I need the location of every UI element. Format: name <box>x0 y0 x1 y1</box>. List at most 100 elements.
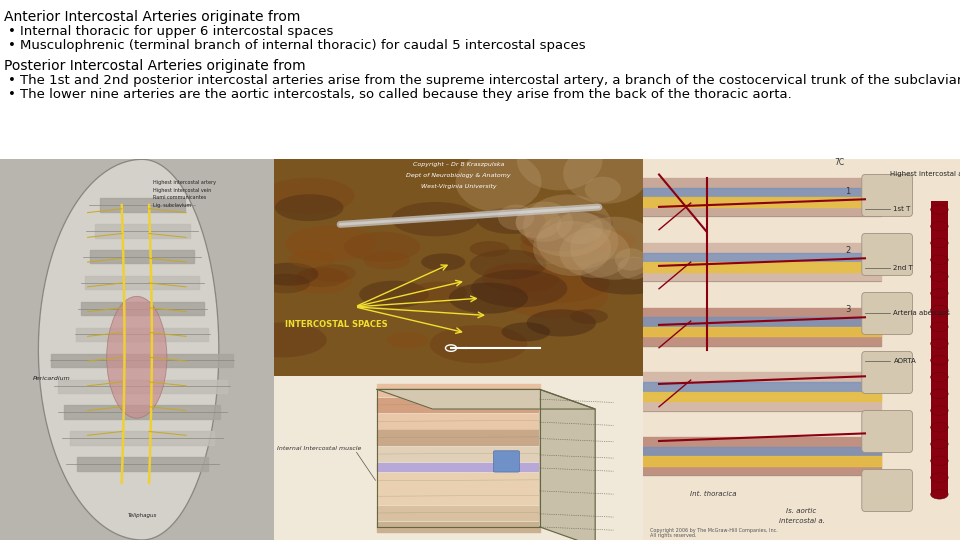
Ellipse shape <box>471 269 567 307</box>
Ellipse shape <box>107 296 167 418</box>
Ellipse shape <box>410 281 467 303</box>
Ellipse shape <box>930 305 948 315</box>
Text: INTERCOSTAL SPACES: INTERCOSTAL SPACES <box>285 320 387 329</box>
Ellipse shape <box>930 372 948 382</box>
Ellipse shape <box>520 225 588 251</box>
Polygon shape <box>540 389 595 540</box>
Ellipse shape <box>930 406 948 415</box>
Text: Arteria aberrans: Arteria aberrans <box>894 310 950 316</box>
FancyBboxPatch shape <box>274 159 643 376</box>
Text: Lig. subclavium: Lig. subclavium <box>154 203 191 208</box>
FancyBboxPatch shape <box>862 293 912 334</box>
Ellipse shape <box>275 194 344 221</box>
Ellipse shape <box>614 248 647 271</box>
FancyBboxPatch shape <box>643 159 960 540</box>
Ellipse shape <box>930 423 948 432</box>
Text: Pericardium: Pericardium <box>33 376 71 381</box>
Ellipse shape <box>392 202 479 236</box>
Text: Highest intercostal vein: Highest intercostal vein <box>154 188 211 193</box>
FancyBboxPatch shape <box>862 410 912 453</box>
Ellipse shape <box>570 309 608 324</box>
Ellipse shape <box>237 322 326 357</box>
Ellipse shape <box>311 264 356 282</box>
Text: AORTA: AORTA <box>894 358 916 364</box>
Ellipse shape <box>930 205 948 214</box>
Text: •: • <box>8 88 16 101</box>
Ellipse shape <box>516 130 603 191</box>
FancyBboxPatch shape <box>274 376 643 540</box>
FancyBboxPatch shape <box>0 159 274 540</box>
Ellipse shape <box>549 211 612 236</box>
Ellipse shape <box>289 250 335 268</box>
Ellipse shape <box>260 274 310 293</box>
Text: 7C: 7C <box>834 158 845 167</box>
Ellipse shape <box>583 230 636 251</box>
Ellipse shape <box>501 322 550 341</box>
Text: Posterior Intercostal Arteries originate from: Posterior Intercostal Arteries originate… <box>4 59 305 73</box>
Ellipse shape <box>262 178 354 214</box>
Text: intercostal a.: intercostal a. <box>779 518 825 524</box>
Ellipse shape <box>560 228 631 278</box>
Ellipse shape <box>448 282 528 314</box>
Text: 1: 1 <box>845 186 851 195</box>
Ellipse shape <box>930 389 948 399</box>
Text: •: • <box>8 39 16 52</box>
Ellipse shape <box>456 152 541 212</box>
Ellipse shape <box>344 232 420 262</box>
FancyBboxPatch shape <box>862 470 912 511</box>
Ellipse shape <box>930 490 948 499</box>
Text: The 1st and 2nd posterior intercostal arteries arise from the supreme intercosta: The 1st and 2nd posterior intercostal ar… <box>20 74 960 87</box>
Ellipse shape <box>930 440 948 449</box>
Ellipse shape <box>386 332 428 349</box>
Ellipse shape <box>557 212 603 244</box>
Ellipse shape <box>930 221 948 231</box>
Ellipse shape <box>421 253 466 271</box>
Text: Internal Intercostal muscle: Internal Intercostal muscle <box>277 446 362 451</box>
Text: 3: 3 <box>845 305 851 314</box>
Ellipse shape <box>430 325 527 363</box>
Text: Teliphagus: Teliphagus <box>128 513 156 518</box>
Text: Copyright – Dr B Kraszpulska: Copyright – Dr B Kraszpulska <box>413 162 504 167</box>
Ellipse shape <box>533 221 612 276</box>
Ellipse shape <box>290 269 352 293</box>
Ellipse shape <box>359 281 429 308</box>
Text: Anterior Intercostal Arteries originate from: Anterior Intercostal Arteries originate … <box>4 10 300 24</box>
Ellipse shape <box>498 205 535 230</box>
Ellipse shape <box>297 267 348 287</box>
Ellipse shape <box>482 263 560 293</box>
Ellipse shape <box>527 225 595 251</box>
FancyBboxPatch shape <box>862 233 912 275</box>
Ellipse shape <box>520 229 609 264</box>
Text: Is. aortic: Is. aortic <box>786 508 817 515</box>
Ellipse shape <box>570 217 660 280</box>
Text: 2: 2 <box>845 246 851 254</box>
Text: Rami communicantes: Rami communicantes <box>154 195 206 200</box>
Ellipse shape <box>259 262 319 286</box>
FancyBboxPatch shape <box>493 451 519 472</box>
Ellipse shape <box>930 339 948 348</box>
Ellipse shape <box>537 212 618 270</box>
Text: Copyright 2006 by The McGraw-Hill Companies, Inc.: Copyright 2006 by The McGraw-Hill Compan… <box>650 528 778 534</box>
Text: The lower nine arteries are the aortic intercostals, so called because they aris: The lower nine arteries are the aortic i… <box>20 88 792 101</box>
FancyBboxPatch shape <box>862 174 912 217</box>
Ellipse shape <box>526 309 596 336</box>
Text: 1st T: 1st T <box>894 206 911 212</box>
Ellipse shape <box>930 355 948 365</box>
Ellipse shape <box>930 238 948 248</box>
Text: West-Virginia University: West-Virginia University <box>420 184 496 188</box>
Text: •: • <box>8 74 16 87</box>
Ellipse shape <box>585 177 621 202</box>
Ellipse shape <box>930 473 948 482</box>
Ellipse shape <box>930 272 948 281</box>
FancyBboxPatch shape <box>862 352 912 394</box>
Text: •: • <box>8 25 16 38</box>
Ellipse shape <box>469 249 546 280</box>
FancyBboxPatch shape <box>930 201 948 494</box>
Ellipse shape <box>478 207 545 234</box>
Polygon shape <box>377 389 595 409</box>
Polygon shape <box>38 159 219 540</box>
Text: 2nd T: 2nd T <box>894 265 913 271</box>
Ellipse shape <box>499 275 608 318</box>
Text: Highest intercostal a.: Highest intercostal a. <box>890 171 960 178</box>
Text: Highest intercostal artery: Highest intercostal artery <box>154 180 216 185</box>
